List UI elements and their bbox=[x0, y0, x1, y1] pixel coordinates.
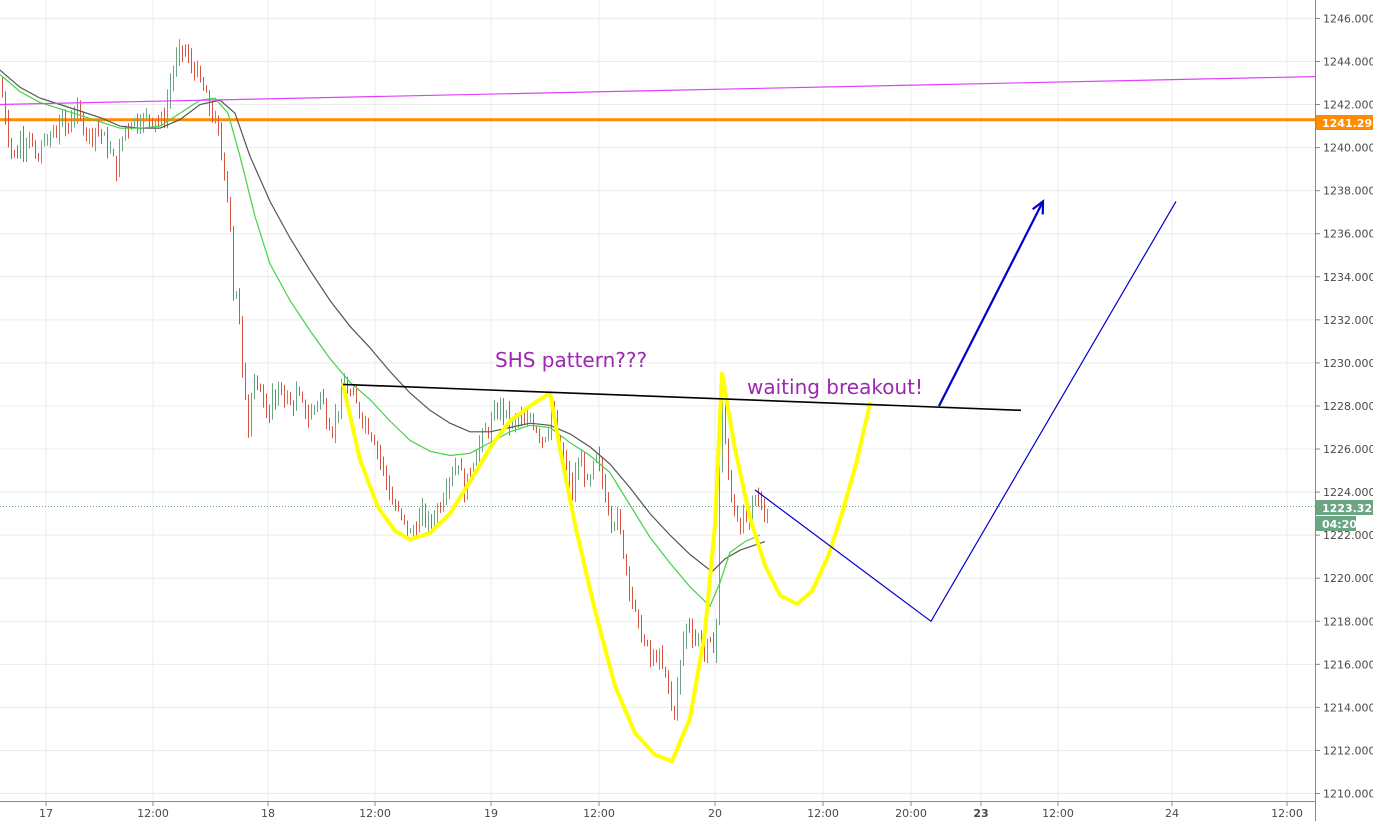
shs-curve bbox=[548, 371, 724, 764]
breakout-arrow-head bbox=[1031, 199, 1045, 215]
y-tick-label: 1218.000 bbox=[1323, 615, 1373, 628]
annotation-shs-pattern: SHS pattern??? bbox=[495, 348, 647, 372]
x-tick-label: 18 bbox=[261, 807, 275, 820]
ema-slow-line bbox=[0, 69, 766, 573]
shs-curve bbox=[341, 382, 552, 542]
x-tick-label: 20:00 bbox=[895, 807, 927, 820]
annotation-waiting-breakout: waiting breakout! bbox=[747, 375, 923, 399]
breakout-arrow-shaft bbox=[938, 200, 1044, 407]
y-tick-label: 1230.000 bbox=[1323, 357, 1373, 370]
x-tick-label: 12:00 bbox=[137, 807, 169, 820]
magenta-trendline bbox=[0, 76, 1316, 106]
x-axis: 17 12:00 18 12:00 19 12:00 20 12:00 20:00 23 12:00… bbox=[39, 801, 1303, 820]
shs-curve bbox=[720, 371, 872, 606]
x-tick-label: 17 bbox=[39, 807, 53, 820]
y-tick-label: 1236.000 bbox=[1323, 228, 1373, 241]
y-tick-label: 1246.000 bbox=[1323, 12, 1373, 25]
annotations: SHS pattern??? waiting breakout! bbox=[495, 348, 923, 399]
x-tick-label: 12:00 bbox=[1271, 807, 1303, 820]
y-tick-label: 1220.000 bbox=[1323, 572, 1373, 585]
last-price-tag-bg bbox=[1316, 500, 1373, 515]
y-tick-label: 1222.000 bbox=[1323, 529, 1373, 542]
ema-fast-line bbox=[0, 73, 761, 608]
y-tick-label: 1214.000 bbox=[1323, 701, 1373, 714]
x-tick-label: 12:00 bbox=[1042, 807, 1074, 820]
y-tick-label: 1232.000 bbox=[1323, 314, 1373, 327]
x-tick-label: 19 bbox=[484, 807, 498, 820]
x-tick-label: 23 bbox=[973, 807, 988, 820]
chart-drawings bbox=[0, 76, 1316, 764]
neckline bbox=[342, 383, 1022, 412]
grid-lines bbox=[0, 0, 1315, 801]
x-tick-label: 20 bbox=[708, 807, 722, 820]
x-tick-label: 24 bbox=[1165, 807, 1179, 820]
last-price-tag: 1223.328 bbox=[1322, 502, 1373, 515]
moving-averages bbox=[0, 69, 766, 608]
countdown-tag: 04:20 bbox=[1322, 518, 1357, 531]
resistance-price-tag-bg bbox=[1316, 115, 1373, 130]
countdown-tag-bg bbox=[1316, 516, 1356, 531]
y-tick-label: 1212.000 bbox=[1323, 744, 1373, 757]
y-tick-label: 1210.000 bbox=[1323, 788, 1373, 801]
y-tick-label: 1234.000 bbox=[1323, 271, 1373, 284]
x-tick-label: 12:00 bbox=[583, 807, 615, 820]
x-tick-label: 12:00 bbox=[807, 807, 839, 820]
y-tick-label: 1224.000 bbox=[1323, 486, 1373, 499]
x-tick-label: 12:00 bbox=[359, 807, 391, 820]
axes bbox=[0, 0, 1316, 821]
projection-path bbox=[754, 201, 1177, 623]
candlestick-series bbox=[2, 39, 768, 721]
horizontal-levels bbox=[0, 118, 1315, 508]
y-tick-label: 1242.000 bbox=[1323, 99, 1373, 112]
price-tags: 1241.292 1223.328 04:20 bbox=[1316, 115, 1373, 531]
resistance-price-tag: 1241.292 bbox=[1322, 117, 1373, 130]
y-tick-label: 1244.000 bbox=[1323, 55, 1373, 68]
y-tick-label: 1238.000 bbox=[1323, 185, 1373, 198]
y-tick-label: 1216.000 bbox=[1323, 658, 1373, 671]
y-tick-label: 1226.000 bbox=[1323, 443, 1373, 456]
y-tick-label: 1240.000 bbox=[1323, 142, 1373, 155]
y-tick-label: 1228.000 bbox=[1323, 400, 1373, 413]
y-axis: 1210.000 1212.000 1214.000 1216.000 1218.000… bbox=[1315, 12, 1373, 801]
